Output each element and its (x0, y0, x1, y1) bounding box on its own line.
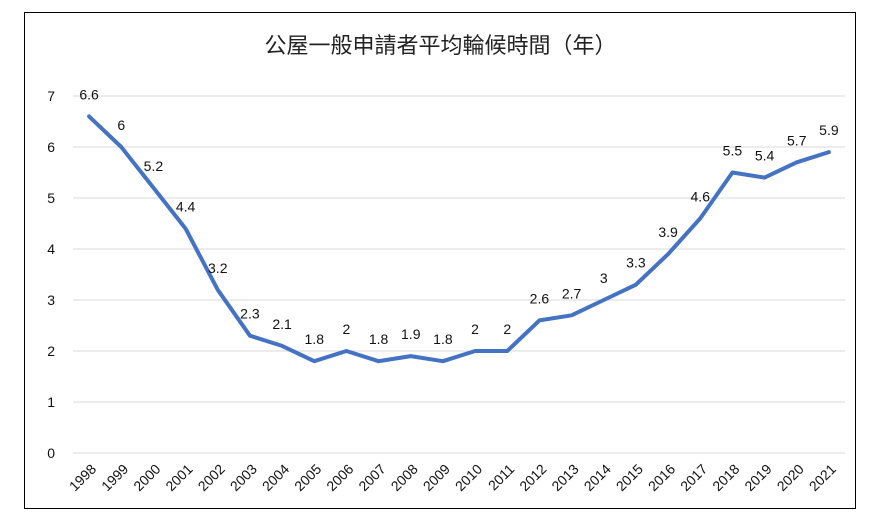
x-tick-label: 2003 (227, 461, 260, 494)
x-tick-label: 2010 (452, 461, 485, 494)
data-label: 1.8 (433, 331, 453, 347)
x-tick-label: 2012 (516, 461, 549, 494)
x-axis-ticks: 1998199920002001200220032004200520062007… (66, 461, 839, 494)
data-label: 5.2 (144, 158, 164, 174)
y-axis-ticks: 0 1 2 3 4 5 6 7 (47, 88, 55, 461)
x-tick-label: 2000 (130, 461, 163, 494)
y-tick-label: 4 (47, 241, 55, 257)
x-tick-label: 2017 (677, 461, 710, 494)
x-tick-label: 2008 (388, 461, 421, 494)
data-label: 2 (503, 321, 511, 337)
y-tick-label: 0 (47, 445, 55, 461)
data-label: 5.4 (755, 148, 775, 164)
data-label: 6 (117, 117, 125, 133)
x-tick-label: 2007 (355, 461, 388, 494)
x-tick-label: 1998 (66, 461, 99, 494)
chart-frame (24, 12, 856, 509)
x-tick-label: 2018 (709, 461, 742, 494)
x-tick-label: 2019 (741, 461, 774, 494)
x-tick-label: 2021 (806, 461, 839, 494)
data-label: 1.8 (369, 331, 389, 347)
data-labels: 6.6 6 5.2 4.4 3.2 2.3 2.1 1.8 2 1.8 1.9 1.8 2 2 2.6 2.7… (79, 86, 839, 347)
x-tick-label: 2015 (613, 461, 646, 494)
x-tick-label: 1999 (98, 461, 131, 494)
x-tick-label: 2006 (323, 461, 356, 494)
x-tick-label: 2016 (645, 461, 678, 494)
data-label: 5.5 (723, 143, 743, 159)
x-tick-label: 2002 (195, 461, 228, 494)
x-tick-label: 2004 (259, 461, 292, 494)
y-tick-label: 6 (47, 139, 55, 155)
data-label: 5.7 (787, 132, 807, 148)
data-label: 2.6 (530, 290, 550, 306)
chart-title: 公屋一般申請者平均輪候時間（年） (264, 34, 617, 59)
data-label: 4.6 (691, 188, 711, 204)
x-tick-label: 2009 (420, 461, 453, 494)
y-tick-label: 1 (47, 394, 55, 410)
data-label: 3 (600, 270, 608, 286)
data-label: 2 (471, 321, 479, 337)
x-tick-label: 2013 (548, 461, 581, 494)
data-label: 1.9 (401, 326, 421, 342)
data-label: 6.6 (79, 86, 99, 102)
data-label: 3.2 (208, 260, 228, 276)
data-label: 3.3 (626, 255, 646, 271)
x-tick-label: 2020 (774, 461, 807, 494)
y-tick-label: 2 (47, 343, 55, 359)
data-label: 2.3 (240, 306, 260, 322)
y-tick-label: 5 (47, 190, 55, 206)
data-label: 1.8 (305, 331, 325, 347)
series-line (87, 114, 831, 364)
data-label: 5.9 (819, 122, 839, 138)
data-label: 2.7 (562, 285, 582, 301)
data-label: 3.9 (658, 224, 678, 240)
x-tick-label: 2011 (485, 461, 518, 494)
y-tick-label: 7 (47, 88, 55, 104)
data-label: 2 (343, 321, 351, 337)
y-tick-label: 3 (47, 292, 55, 308)
x-tick-label: 2005 (291, 461, 324, 494)
data-label: 2.1 (272, 316, 292, 332)
x-tick-label: 2001 (162, 461, 195, 494)
data-label: 4.4 (176, 199, 196, 215)
x-tick-label: 2014 (581, 461, 614, 494)
